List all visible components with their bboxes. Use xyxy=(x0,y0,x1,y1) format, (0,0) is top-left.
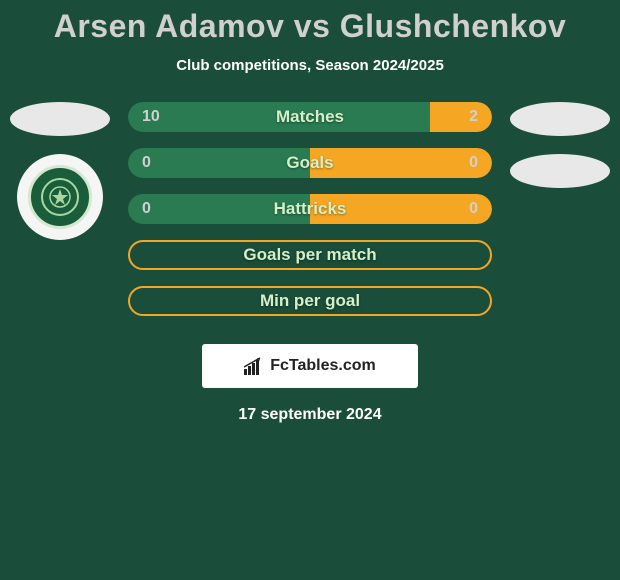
comparison-row: 102Matches 00Goals 00Hattricks Goals per ma… xyxy=(0,102,620,316)
brand-text: FcTables.com xyxy=(270,357,376,375)
stat-bar-goals: 00Goals xyxy=(128,148,492,178)
stat-bar-matches: 102Matches xyxy=(128,102,492,132)
subtitle: Club competitions, Season 2024/2025 xyxy=(0,57,620,74)
right-avatar-placeholder-1 xyxy=(510,102,610,136)
right-player-col xyxy=(510,102,610,316)
stat-label: Matches xyxy=(128,107,492,127)
page-title: Arsen Adamov vs Glushchenkov xyxy=(0,8,620,45)
bar-chart-icon xyxy=(244,357,266,375)
stat-label: Hattricks xyxy=(128,199,492,219)
brand-badge[interactable]: FcTables.com xyxy=(202,344,418,388)
stats-bars: 102Matches 00Goals 00Hattricks Goals per ma… xyxy=(128,102,492,316)
stat-bar-goals-per-match: Goals per match xyxy=(128,240,492,270)
stat-label: Min per goal xyxy=(130,291,490,311)
left-club-badge xyxy=(17,154,103,240)
date-text: 17 september 2024 xyxy=(0,406,620,424)
left-avatar-placeholder xyxy=(10,102,110,136)
club-crest-icon xyxy=(28,165,92,229)
stat-bar-min-per-goal: Min per goal xyxy=(128,286,492,316)
stat-bar-hattricks: 00Hattricks xyxy=(128,194,492,224)
stat-label: Goals xyxy=(128,153,492,173)
left-player-col xyxy=(10,102,110,316)
right-avatar-placeholder-2 xyxy=(510,154,610,188)
stat-label: Goals per match xyxy=(130,245,490,265)
